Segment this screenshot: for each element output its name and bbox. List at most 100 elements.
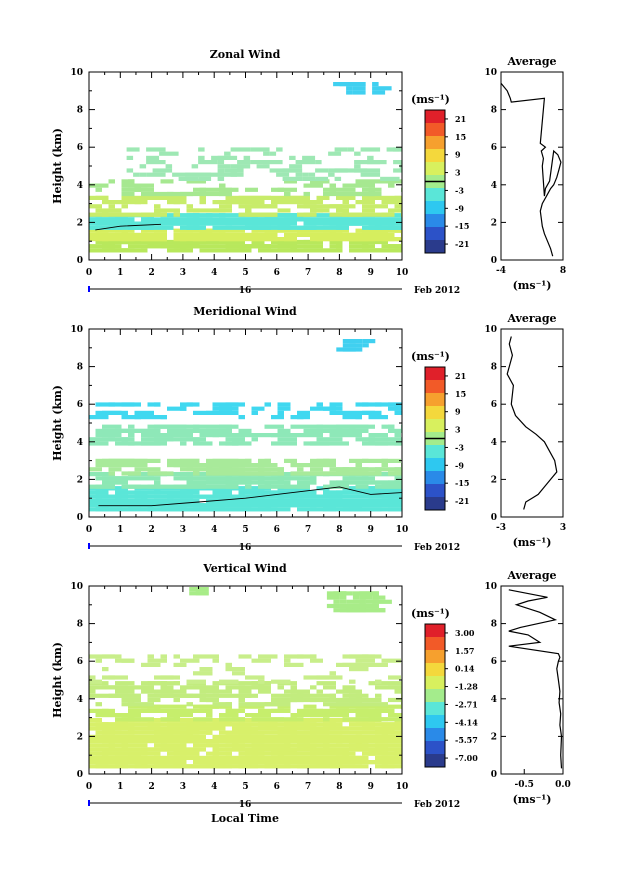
heatmap-cell <box>303 507 310 512</box>
heatmap-cell <box>277 187 291 192</box>
day-label: 16 <box>239 800 252 810</box>
heatmap-cell <box>297 467 304 472</box>
heatmap-cell <box>128 713 135 718</box>
average-y-tick-label: 4 <box>491 181 497 191</box>
colorbar-segment <box>425 214 445 228</box>
heatmap-cell <box>147 697 161 703</box>
heatmap-cell <box>315 160 322 165</box>
heatmap-cell <box>394 433 401 438</box>
heatmap-cell <box>368 217 375 222</box>
heatmap-cell <box>394 213 402 218</box>
heatmap-cell <box>219 208 232 213</box>
heatmap-cell <box>193 498 200 503</box>
heatmap-cell <box>334 147 348 152</box>
heatmap-cell <box>154 484 161 489</box>
heatmap-cell <box>95 713 102 718</box>
heatmap-cell <box>108 424 122 429</box>
heatmap-cell <box>284 708 291 713</box>
heatmap-cell <box>212 480 232 485</box>
heatmap-cell <box>95 734 102 739</box>
x-tick-label: 5 <box>242 525 248 535</box>
heatmap-cell <box>212 747 219 752</box>
heatmap-cell <box>258 467 265 472</box>
heatmap-cell <box>186 437 206 442</box>
heatmap-cell <box>381 503 388 508</box>
heatmap-cell <box>284 654 304 659</box>
heatmap-cell <box>89 183 109 188</box>
heatmap-cell <box>128 704 141 709</box>
heatmap-cell <box>128 232 135 237</box>
heatmap-cell <box>212 221 232 226</box>
heatmap-cell <box>219 213 232 218</box>
heatmap-cell <box>212 200 232 205</box>
heatmap-cell <box>115 681 135 686</box>
heatmap-cell <box>147 232 154 237</box>
heatmap-cell <box>310 225 330 230</box>
heatmap-cell <box>219 204 226 209</box>
heatmap-cell <box>198 155 205 160</box>
heatmap-cell <box>108 743 115 748</box>
heatmap-cell <box>167 726 174 731</box>
colorbar-segment <box>425 663 445 677</box>
heatmap-cell <box>128 747 135 752</box>
heatmap-cell <box>206 410 226 415</box>
heatmap-cell <box>342 347 350 352</box>
heatmap-cell <box>316 441 330 446</box>
heatmap-cell <box>95 764 102 769</box>
heatmap-cell <box>310 507 317 512</box>
average-profile-line <box>508 589 563 769</box>
heatmap-cell <box>269 151 277 156</box>
heatmap-cell <box>108 471 115 476</box>
heatmap-cell <box>115 730 122 735</box>
heatmap-cell <box>225 693 245 698</box>
heatmap-cell <box>238 739 245 744</box>
heatmap-cell <box>141 743 148 748</box>
heatmap-cell <box>310 713 323 718</box>
x-tick-label: 9 <box>368 525 374 535</box>
heatmap-cell <box>186 191 193 197</box>
x-tick-label: 8 <box>336 268 342 278</box>
heatmap-cell <box>219 183 226 188</box>
heatmap-cell <box>316 424 330 429</box>
colorbar-segment <box>425 484 445 498</box>
heatmap-cell <box>342 476 349 481</box>
heatmap-cell <box>264 402 271 407</box>
heatmap-cell <box>219 237 226 242</box>
heatmap-cell <box>362 480 382 485</box>
heatmap-cell <box>381 200 388 205</box>
heatmap-cell <box>108 654 115 659</box>
heatmap-cell <box>342 467 349 472</box>
heatmap-cell <box>102 713 109 718</box>
heatmap-cell <box>108 402 128 407</box>
heatmap-cell <box>245 722 252 727</box>
heatmap-cell <box>277 410 284 415</box>
heatmap-cell <box>258 433 278 438</box>
heatmap-cell <box>375 734 388 739</box>
heatmap-cell <box>354 160 374 165</box>
x-tick-label: 3 <box>180 268 186 278</box>
heatmap-cell <box>173 200 187 205</box>
heatmap-cell <box>180 463 193 468</box>
heatmap-cell <box>212 658 219 663</box>
heatmap-cell <box>394 722 401 727</box>
heatmap-cell <box>212 458 219 463</box>
heatmap-cell <box>381 212 395 217</box>
heatmap-cell <box>316 498 323 503</box>
heatmap-cell <box>388 437 402 442</box>
heatmap-cell <box>302 155 316 160</box>
heatmap-cell <box>381 730 395 735</box>
heatmap-cell <box>147 217 154 222</box>
heatmap-cell <box>147 239 154 245</box>
heatmap-cell <box>336 734 349 739</box>
average-y-tick-label: 2 <box>491 218 497 228</box>
heatmap-cell <box>349 667 369 672</box>
heatmap-cell <box>199 734 206 739</box>
heatmap-cell <box>238 463 245 468</box>
colorbar-tick-label: 9 <box>455 150 461 160</box>
heatmap-cell <box>225 704 232 709</box>
heatmap-cell <box>277 402 291 407</box>
heatmap-cell <box>251 410 258 415</box>
heatmap-cell <box>134 755 141 760</box>
colorbar-tick-label: -5.57 <box>455 735 478 745</box>
heatmap-cell <box>297 498 317 503</box>
